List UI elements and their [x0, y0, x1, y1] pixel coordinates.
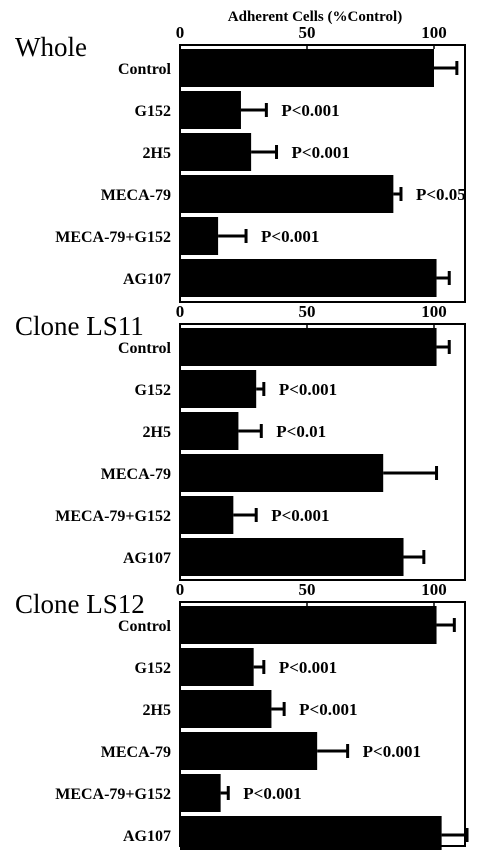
category-label: AG107: [123, 271, 171, 288]
panel-title: Clone LS12: [15, 589, 145, 619]
category-label: 2H5: [143, 145, 171, 162]
category-label: 2H5: [143, 424, 171, 441]
category-label: G152: [135, 382, 171, 399]
bar: [180, 49, 434, 87]
category-label: G152: [135, 660, 171, 677]
x-tick-label: 100: [421, 23, 447, 42]
axis-title: Adherent Cells (%Control): [228, 9, 402, 25]
panel-title: Whole: [15, 32, 87, 62]
p-value-label: P<0.001: [279, 380, 337, 399]
category-label: Control: [118, 340, 172, 357]
category-label: MECA-79: [101, 187, 171, 204]
category-label: MECA-79+G152: [55, 786, 171, 803]
category-label: AG107: [123, 550, 171, 567]
p-value-label: P<0.001: [271, 506, 329, 525]
p-value-label: P<0.001: [292, 143, 350, 162]
category-label: G152: [135, 103, 171, 120]
category-label: Control: [118, 61, 172, 78]
panel-title: Clone LS11: [15, 311, 144, 341]
bar: [180, 175, 394, 213]
bar: [180, 648, 254, 686]
bar: [180, 774, 221, 812]
bar: [180, 370, 257, 408]
bar: [180, 412, 239, 450]
category-label: MECA-79: [101, 744, 171, 761]
bar: [180, 538, 404, 576]
x-tick-label: 0: [176, 23, 185, 42]
x-tick-label: 50: [299, 302, 316, 321]
p-value-label: P<0.001: [299, 700, 357, 719]
p-value-label: P<0.001: [243, 784, 301, 803]
p-value-label: P<0.05: [416, 185, 466, 204]
bar: [180, 816, 442, 850]
p-value-label: P<0.001: [261, 227, 319, 246]
panel-frame: [179, 323, 466, 581]
category-label: 2H5: [143, 702, 171, 719]
category-label: AG107: [123, 828, 171, 845]
x-tick-label: 0: [176, 302, 185, 321]
bar: [180, 496, 234, 534]
bar: [180, 606, 437, 644]
p-value-label: P<0.001: [363, 742, 421, 761]
bar: [180, 217, 219, 255]
x-tick-label: 100: [421, 302, 447, 321]
bar: [180, 690, 272, 728]
bar: [180, 454, 384, 492]
x-tick-label: 100: [421, 580, 447, 599]
bar: [180, 328, 437, 366]
p-value-label: P<0.001: [281, 101, 339, 120]
p-value-label: P<0.01: [276, 422, 326, 441]
p-value-label: P<0.001: [279, 658, 337, 677]
bar: [180, 133, 252, 171]
x-tick-label: 0: [176, 580, 185, 599]
panel-frame: [179, 44, 466, 303]
category-label: MECA-79+G152: [55, 508, 171, 525]
category-label: MECA-79+G152: [55, 229, 171, 246]
bar: [180, 732, 318, 770]
bar: [180, 259, 437, 297]
x-tick-label: 50: [299, 23, 316, 42]
category-label: MECA-79: [101, 466, 171, 483]
x-tick-label: 50: [299, 580, 316, 599]
bar: [180, 91, 241, 129]
category-label: Control: [118, 618, 172, 635]
